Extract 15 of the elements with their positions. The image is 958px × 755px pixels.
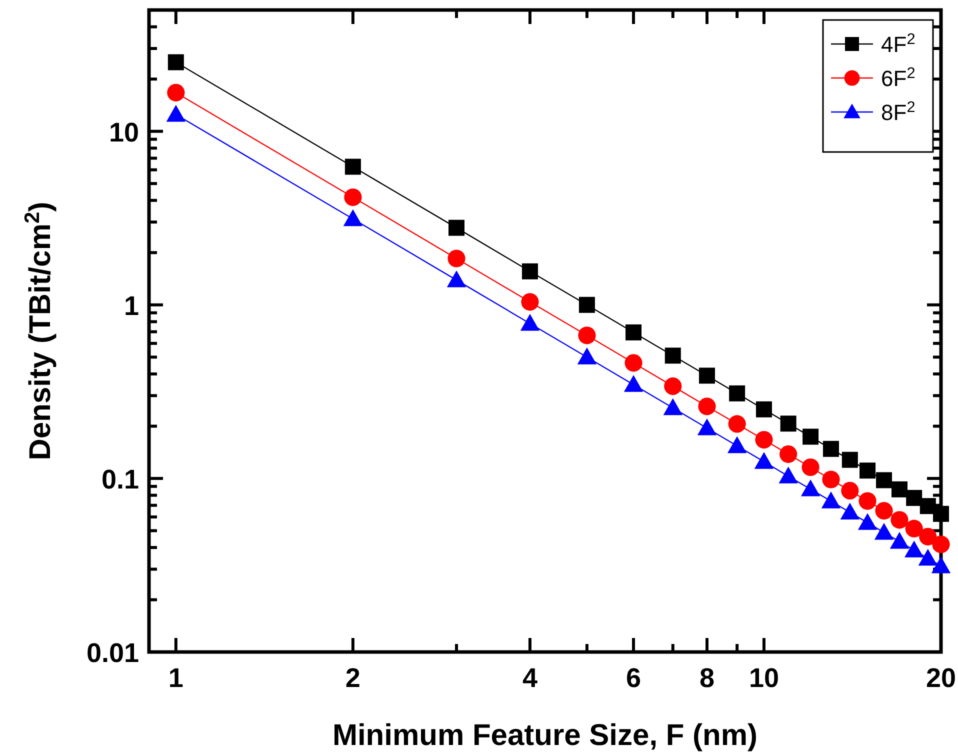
x-tick-label: 4 [522, 663, 538, 693]
x-tick-label: 20 [926, 663, 956, 693]
y-tick-label: 0.1 [101, 464, 139, 494]
x-tick-label: 10 [748, 663, 779, 693]
x-tick-label: 6 [626, 663, 642, 693]
x-tick-label: 1 [168, 663, 184, 693]
legend-label: 6F$^{2}$ [881, 64, 916, 91]
legend-label: 4F$^{2}$ [881, 30, 916, 57]
x-axis-title: Minimum Feature Size, F (nm) [332, 719, 758, 752]
legend-label: 8F$^{2}$ [881, 98, 916, 125]
y-tick-label: 1 [124, 290, 139, 321]
y-tick-label: 10 [108, 117, 139, 148]
x-tick-label: 8 [699, 663, 714, 693]
y-tick-label: 0.01 [86, 638, 139, 668]
x-tick-label: 2 [345, 663, 360, 693]
